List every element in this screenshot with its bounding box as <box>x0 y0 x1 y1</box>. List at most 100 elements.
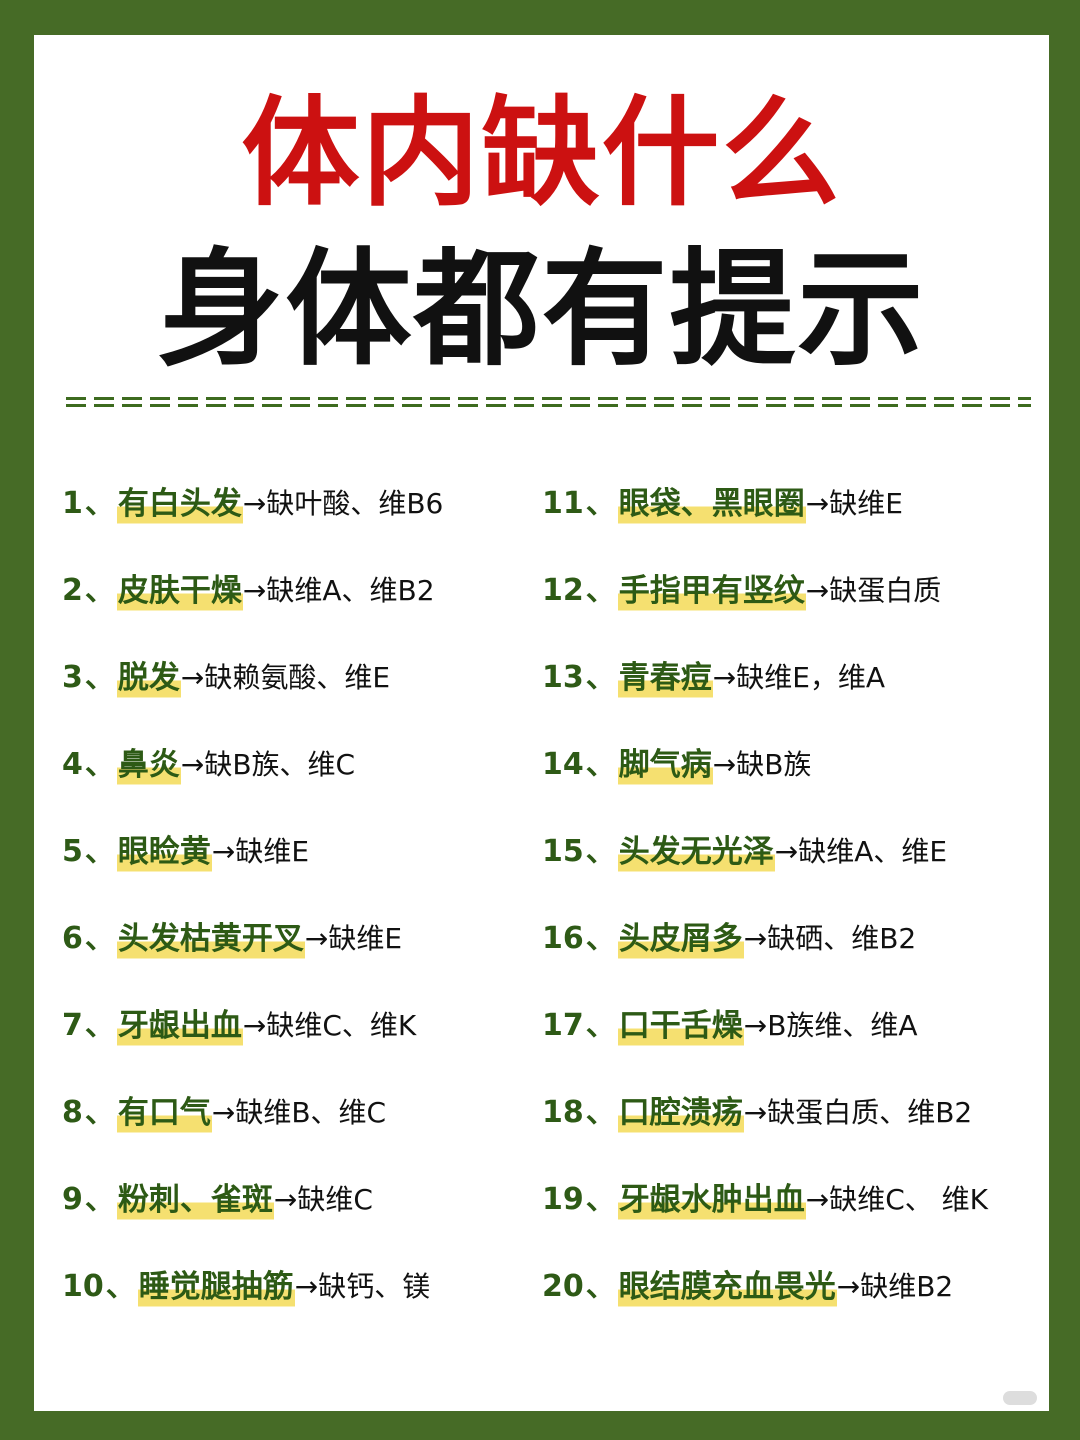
arrow-icon: → <box>805 487 830 520</box>
item-number: 20 <box>542 1269 584 1304</box>
item-separator: 、 <box>585 747 616 782</box>
content-card: 体内缺什么 身体都有提示 1、有白头发 → 缺叶酸、维B6 2、皮肤干燥 → 缺维A、维… <box>34 35 1049 1411</box>
arrow-icon: → <box>774 835 799 868</box>
item-number: 14 <box>542 747 584 782</box>
deficiency-text: 缺维E <box>235 835 310 868</box>
item-separator: 、 <box>84 1095 115 1130</box>
item-number: 10 <box>62 1269 104 1304</box>
symptom-keyword: 脱发 <box>116 655 181 701</box>
item-separator: 、 <box>585 1095 616 1130</box>
app-logo-icon <box>1003 1391 1037 1405</box>
item-number: 9 <box>62 1182 83 1217</box>
arrow-icon: → <box>712 748 737 781</box>
item-number: 13 <box>542 660 584 695</box>
list-item: 6、头发枯黄开叉 → 缺维E <box>62 916 443 1003</box>
symptom-keyword: 鼻炎 <box>116 742 181 788</box>
item-number: 1 <box>62 486 83 521</box>
symptom-keyword: 皮肤干燥 <box>116 568 243 614</box>
deficiency-text: 缺蛋白质 <box>829 574 942 607</box>
arrow-icon: → <box>712 661 737 694</box>
item-separator: 、 <box>585 921 616 956</box>
item-separator: 、 <box>585 1182 616 1217</box>
arrow-icon: → <box>304 922 329 955</box>
deficiency-text: 缺维A、维B2 <box>266 574 435 607</box>
item-separator: 、 <box>585 834 616 869</box>
list-item: 8、有口气 → 缺维B、维C <box>62 1090 443 1177</box>
item-separator: 、 <box>585 486 616 521</box>
symptom-keyword: 有口气 <box>116 1090 212 1136</box>
deficiency-text: 缺硒、维B2 <box>767 922 917 955</box>
title-line-2: 身体都有提示 <box>157 236 926 383</box>
symptom-keyword: 头发无光泽 <box>617 829 775 875</box>
deficiency-text: B族维、维A <box>767 1009 918 1042</box>
arrow-icon: → <box>805 574 830 607</box>
list-item: 12、手指甲有竖纹 → 缺蛋白质 <box>542 568 988 655</box>
deficiency-text: 缺维E，维A <box>736 661 886 694</box>
item-number: 4 <box>62 747 83 782</box>
deficiency-text: 缺叶酸、维B6 <box>266 487 444 520</box>
double-dashed-divider <box>66 397 1031 407</box>
deficiency-text: 缺维E <box>829 487 903 520</box>
arrow-icon: → <box>294 1270 319 1303</box>
item-separator: 、 <box>84 921 115 956</box>
list-item: 13、青春痘 → 缺维E，维A <box>542 655 988 742</box>
deficiency-text: 缺维C、维K <box>266 1009 417 1042</box>
symptom-keyword: 睡觉腿抽筋 <box>137 1264 295 1310</box>
arrow-icon: → <box>180 661 205 694</box>
item-number: 16 <box>542 921 584 956</box>
symptom-keyword: 牙龈水肿出血 <box>617 1177 806 1223</box>
symptom-keyword: 有白头发 <box>116 481 243 527</box>
arrow-icon: → <box>211 835 236 868</box>
list-item: 3、脱发 → 缺赖氨酸、维E <box>62 655 443 742</box>
item-separator: 、 <box>84 834 115 869</box>
item-separator: 、 <box>84 1182 115 1217</box>
item-separator: 、 <box>84 1008 115 1043</box>
list-item: 9、粉刺、雀斑 → 缺维C <box>62 1177 443 1264</box>
item-number: 15 <box>542 834 584 869</box>
list-item: 11、眼袋、黑眼圈 → 缺维E <box>542 481 988 568</box>
item-number: 17 <box>542 1008 584 1043</box>
list-item: 2、皮肤干燥 → 缺维A、维B2 <box>62 568 443 655</box>
list-item: 19、牙龈水肿出血 → 缺维C、 维K <box>542 1177 988 1264</box>
arrow-icon: → <box>242 487 267 520</box>
list-column-right: 11、眼袋、黑眼圈 → 缺维E 12、手指甲有竖纹 → 缺蛋白质 13、青春痘 → 缺维E，维A… <box>542 481 988 1351</box>
list-item: 4、鼻炎 → 缺B族、维C <box>62 742 443 829</box>
deficiency-text: 缺B族、维C <box>204 748 356 781</box>
deficiency-text: 缺维C、 维K <box>829 1183 989 1216</box>
list-item: 14、脚气病 → 缺B族 <box>542 742 988 829</box>
deficiency-text: 缺维E <box>328 922 403 955</box>
symptom-keyword: 脚气病 <box>617 742 713 788</box>
arrow-icon: → <box>743 1009 768 1042</box>
symptom-keyword: 口腔溃疡 <box>617 1090 744 1136</box>
arrow-icon: → <box>805 1183 830 1216</box>
item-separator: 、 <box>84 660 115 695</box>
item-separator: 、 <box>84 573 115 608</box>
item-separator: 、 <box>585 660 616 695</box>
arrow-icon: → <box>211 1096 236 1129</box>
list-item: 7、牙龈出血 → 缺维C、维K <box>62 1003 443 1090</box>
item-number: 12 <box>542 573 584 608</box>
deficiency-text: 缺赖氨酸、维E <box>204 661 391 694</box>
arrow-icon: → <box>242 1009 267 1042</box>
list-item: 10、睡觉腿抽筋 → 缺钙、镁 <box>62 1264 443 1351</box>
item-separator: 、 <box>105 1269 136 1304</box>
list-column-left: 1、有白头发 → 缺叶酸、维B6 2、皮肤干燥 → 缺维A、维B2 3、脱发 → 缺赖氨酸、维… <box>62 481 443 1351</box>
symptom-keyword: 牙龈出血 <box>116 1003 243 1049</box>
item-number: 6 <box>62 921 83 956</box>
list-item: 1、有白头发 → 缺叶酸、维B6 <box>62 481 443 568</box>
item-separator: 、 <box>585 1269 616 1304</box>
item-number: 19 <box>542 1182 584 1217</box>
symptom-keyword: 眼结膜充血畏光 <box>617 1264 837 1310</box>
list-item: 16、头皮屑多 → 缺硒、维B2 <box>542 916 988 1003</box>
deficiency-text: 缺维B2 <box>860 1270 954 1303</box>
item-number: 8 <box>62 1095 83 1130</box>
deficiency-text: 缺蛋白质、维B2 <box>767 1096 973 1129</box>
list-item: 5、眼睑黄 → 缺维E <box>62 829 443 916</box>
arrow-icon: → <box>743 1096 768 1129</box>
list-item: 17、口干舌燥 → B族维、维A <box>542 1003 988 1090</box>
item-number: 5 <box>62 834 83 869</box>
item-number: 18 <box>542 1095 584 1130</box>
symptom-keyword: 眼袋、黑眼圈 <box>617 481 806 527</box>
arrow-icon: → <box>242 574 267 607</box>
list-item: 15、头发无光泽 → 缺维A、维E <box>542 829 988 916</box>
